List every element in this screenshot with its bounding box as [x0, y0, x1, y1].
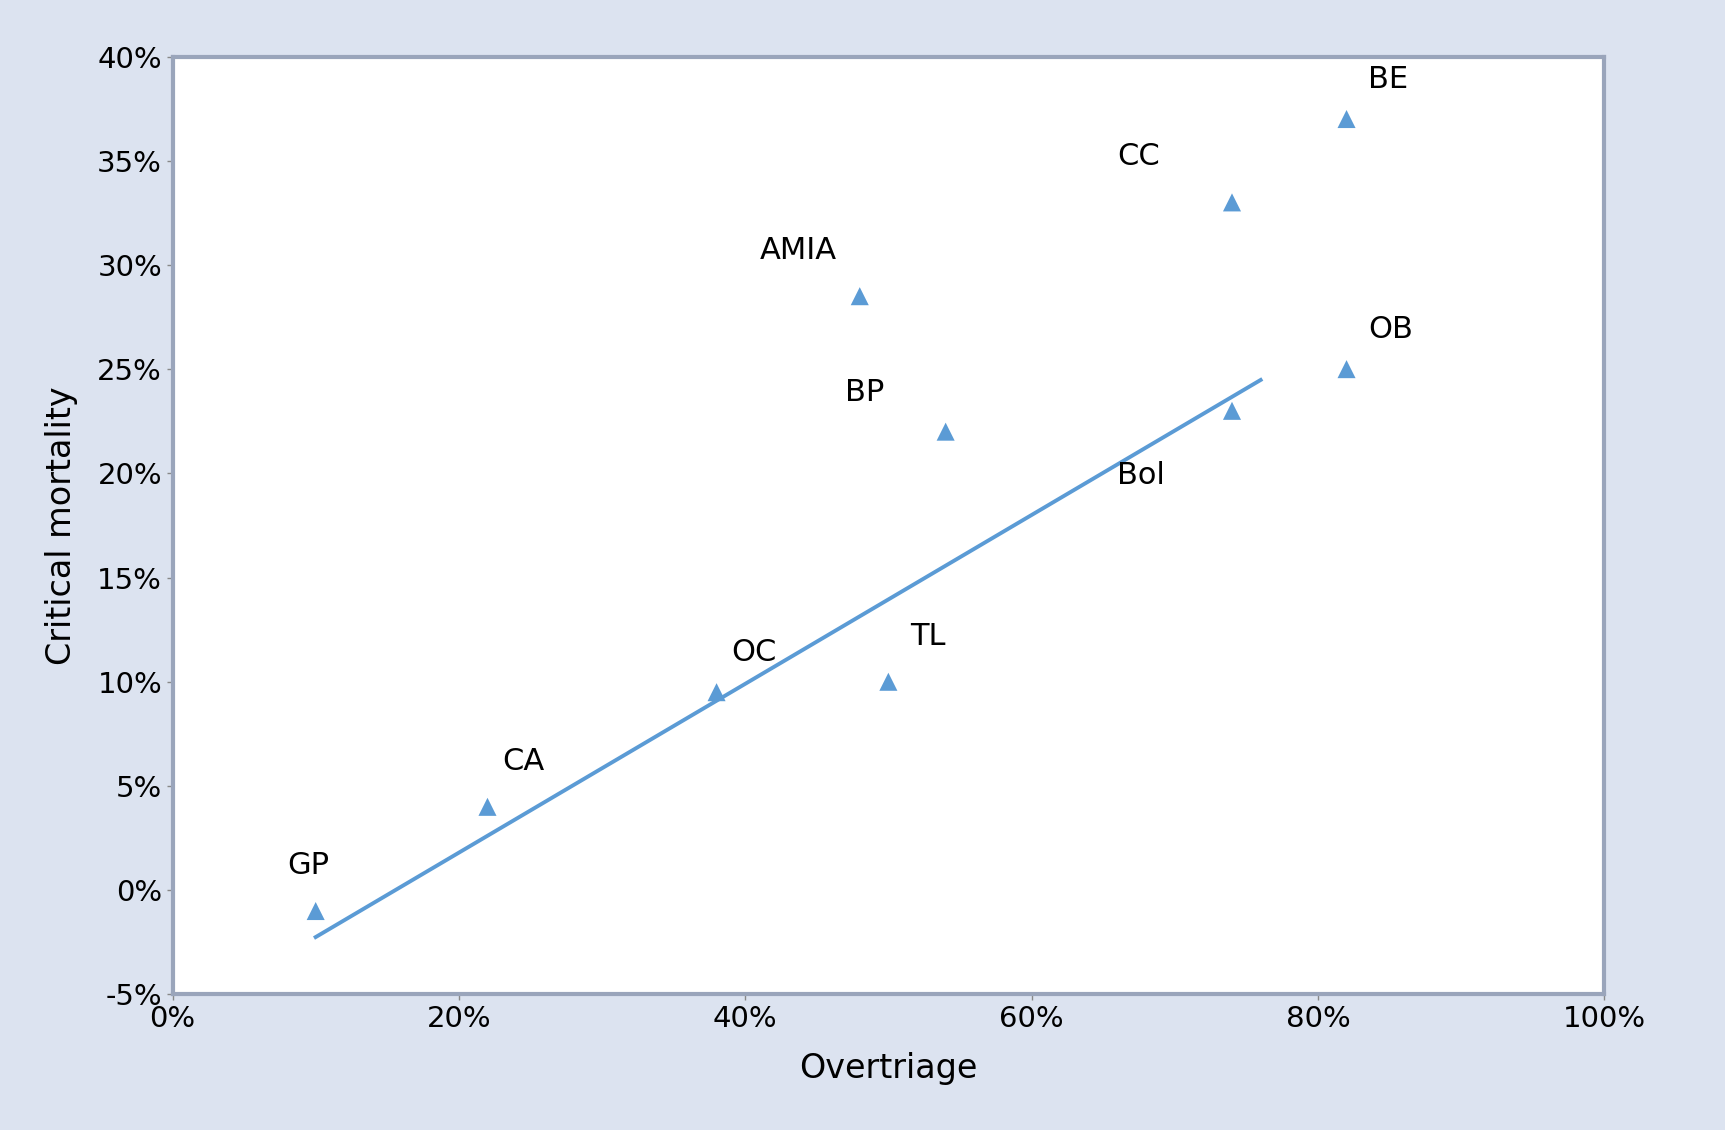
- Point: [1218, 402, 1245, 420]
- Text: CC: CC: [1118, 142, 1161, 171]
- Point: [302, 902, 329, 920]
- Text: BP: BP: [845, 377, 885, 407]
- Text: OB: OB: [1368, 315, 1413, 345]
- Point: [1218, 193, 1245, 211]
- Text: OC: OC: [731, 638, 776, 667]
- Text: AMIA: AMIA: [759, 236, 837, 264]
- Point: [702, 684, 730, 702]
- Y-axis label: Critical mortality: Critical mortality: [45, 386, 78, 664]
- Point: [1333, 110, 1361, 128]
- Point: [845, 287, 873, 305]
- Point: [474, 798, 502, 816]
- Text: Bol: Bol: [1118, 461, 1166, 490]
- Text: TL: TL: [909, 622, 945, 651]
- Text: BE: BE: [1368, 66, 1408, 94]
- Point: [875, 672, 902, 690]
- Text: CA: CA: [502, 747, 543, 775]
- Point: [1333, 360, 1361, 379]
- Point: [932, 423, 959, 441]
- X-axis label: Overtriage: Overtriage: [799, 1052, 978, 1085]
- Text: GP: GP: [286, 851, 329, 880]
